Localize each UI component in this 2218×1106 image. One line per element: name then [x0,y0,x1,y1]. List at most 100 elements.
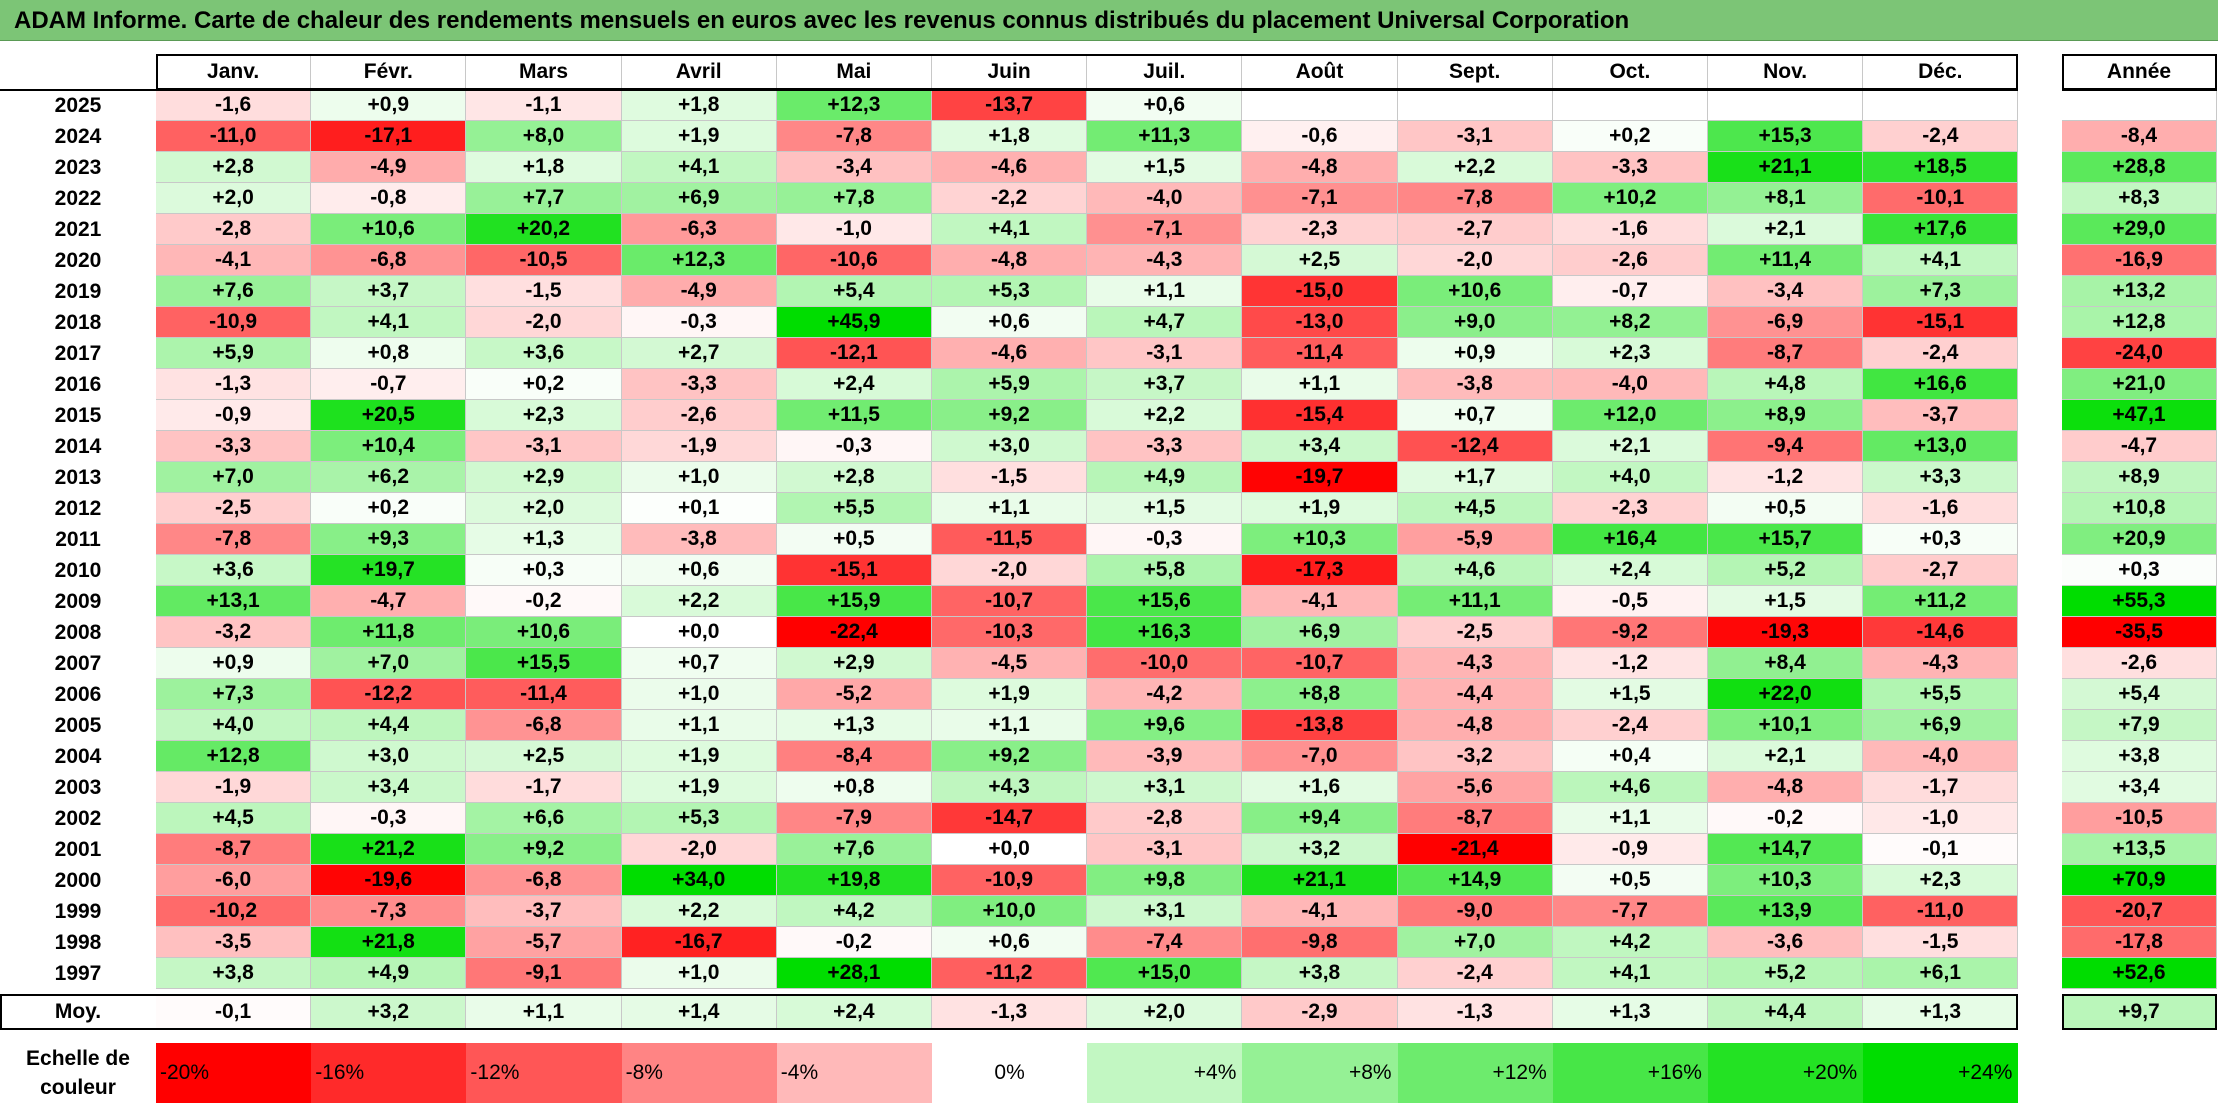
annual-cell: +21,0 [2062,369,2217,400]
heatmap-cell: +1,0 [621,462,777,493]
column-header: Janv. [156,54,312,90]
heatmap-cell: -4,4 [1397,679,1553,710]
heatmap-cell: +11,1 [1397,586,1553,617]
heatmap-cell: +7,0 [311,648,467,679]
heatmap-cell: -5,6 [1397,772,1553,803]
heatmap-cell: +5,2 [1708,555,1864,586]
heatmap-cell: -0,6 [1242,121,1398,152]
average-cell: +3,2 [311,994,467,1030]
heatmap-cell: +2,7 [621,338,777,369]
column-header: Oct. [1552,54,1708,90]
heatmap-cell: -2,4 [1552,710,1708,741]
heatmap-cell: -2,4 [1863,338,2019,369]
heatmap-cell: +11,3 [1087,121,1243,152]
heatmap-cell: +15,0 [1087,958,1243,989]
year-label: 2019 [0,276,156,307]
heatmap-cell: -22,4 [776,617,932,648]
heatmap-cell: +2,2 [1397,152,1553,183]
average-annual-cell: +9,7 [2062,994,2217,1030]
year-label: 2008 [0,617,156,648]
heatmap-cell: +5,5 [776,493,932,524]
color-scale-label: Echelle de couleur [0,1043,156,1103]
heatmap-cell: +12,3 [621,245,777,276]
heatmap-cell: -11,2 [932,958,1088,989]
heatmap-cell: +10,6 [1397,276,1553,307]
heatmap-cell: -0,7 [1552,276,1708,307]
heatmap-cell: -13,0 [1242,307,1398,338]
heatmap-cell: +1,8 [466,152,622,183]
heatmap-cell: -12,2 [311,679,467,710]
heatmap-cell: +2,5 [466,741,622,772]
heatmap-cell: +2,9 [776,648,932,679]
heatmap-cell: -1,0 [1863,803,2019,834]
year-label: 2023 [0,152,156,183]
heatmap-cell: +2,4 [1552,555,1708,586]
heatmap-cell: -5,7 [466,927,622,958]
color-scale-stop: +20% [1708,1043,1864,1103]
heatmap-cell: +8,4 [1708,648,1864,679]
heatmap-cell: -17,3 [1242,555,1398,586]
heatmap-cell: +11,5 [776,400,932,431]
heatmap-cell: +13,1 [156,586,312,617]
heatmap-cell: -5,9 [1397,524,1553,555]
heatmap-cell: -2,8 [156,214,312,245]
heatmap-cell: +2,0 [466,493,622,524]
heatmap-cell: +1,8 [932,121,1088,152]
heatmap-cell: -3,8 [621,524,777,555]
heatmap-cell: +4,0 [1552,462,1708,493]
heatmap-cell: +16,4 [1552,524,1708,555]
annual-cell: +10,8 [2062,493,2217,524]
heatmap-cell: -1,5 [932,462,1088,493]
heatmap-cell: +15,6 [1087,586,1243,617]
heatmap-cell: +20,5 [311,400,467,431]
heatmap-cell: +3,3 [1863,462,2019,493]
heatmap-cell: -1,7 [466,772,622,803]
heatmap-cell: -1,6 [156,90,312,121]
heatmap-cell: -3,4 [1708,276,1864,307]
heatmap-cell: +0,6 [621,555,777,586]
heatmap-cell: +21,1 [1242,865,1398,896]
heatmap-cell: +18,5 [1863,152,2019,183]
heatmap-cell: -3,7 [466,896,622,927]
heatmap-cell: -6,8 [466,710,622,741]
heatmap-cell: -4,1 [156,245,312,276]
heatmap-cell: +2,0 [156,183,312,214]
heatmap-cell: -1,5 [1863,927,2019,958]
header-separator-line [0,89,2019,91]
heatmap-cell: -4,5 [932,648,1088,679]
heatmap-cell: -4,2 [1087,679,1243,710]
heatmap-cell: +9,2 [932,741,1088,772]
annual-cell: -17,8 [2062,927,2217,958]
heatmap-cell: +0,5 [776,524,932,555]
heatmap-cell: +7,0 [156,462,312,493]
heatmap-cell: +1,5 [1087,493,1243,524]
heatmap-cell: +2,3 [466,400,622,431]
annual-cell: +3,4 [2062,772,2217,803]
heatmap-cell: +1,5 [1087,152,1243,183]
heatmap-cell: -0,3 [776,431,932,462]
color-scale-stop: -16% [311,1043,467,1103]
color-scale-stop: -8% [621,1043,777,1103]
heatmap-cell: -0,3 [311,803,467,834]
annual-cell: -2,6 [2062,648,2217,679]
annual-cell: +13,2 [2062,276,2217,307]
heatmap-cell: -5,2 [776,679,932,710]
column-header: Févr. [311,54,467,90]
average-cell: +2,0 [1087,994,1243,1030]
color-scale-stop: +24% [1863,1043,2019,1103]
annual-cell: +52,6 [2062,958,2217,989]
heatmap-cell: -11,4 [466,679,622,710]
heatmap-cell: +4,9 [1087,462,1243,493]
year-label: 2006 [0,679,156,710]
heatmap-cell: +4,1 [1863,245,2019,276]
year-label: 2010 [0,555,156,586]
heatmap-cell: -2,6 [1552,245,1708,276]
heatmap-cell: -0,5 [1552,586,1708,617]
heatmap-cell: -6,8 [311,245,467,276]
heatmap-cell: +21,2 [311,834,467,865]
annual-cell: -35,5 [2062,617,2217,648]
heatmap-cell: -4,1 [1242,586,1398,617]
heatmap-cell: +11,8 [311,617,467,648]
heatmap-cell: +1,9 [621,741,777,772]
